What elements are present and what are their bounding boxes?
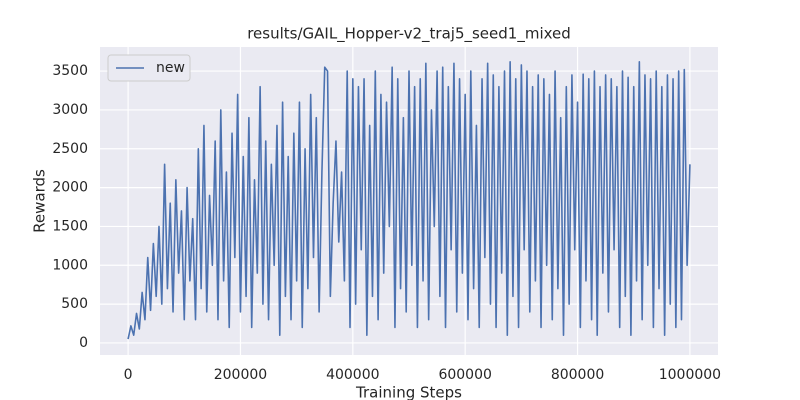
legend-box (107, 54, 191, 82)
y-tick-label: 2000 (52, 180, 88, 196)
y-tick-label: 1000 (52, 257, 88, 273)
x-tick-label: 800000 (551, 367, 604, 383)
x-tick-label: 400000 (326, 367, 379, 383)
x-tick-label: 1000000 (659, 367, 721, 383)
legend-label: new (156, 60, 185, 76)
y-tick-label: 0 (79, 335, 88, 351)
x-axis-label: Training Steps (355, 384, 462, 400)
y-tick-label: 1500 (52, 218, 88, 234)
y-tick-label: 500 (61, 296, 88, 312)
line (127, 60, 691, 340)
x-tick-label: 600000 (438, 367, 491, 383)
y-tick-label: 3000 (52, 102, 88, 118)
x-tick-label: 200000 (214, 367, 267, 383)
y-axis-label: Rewards (31, 169, 49, 233)
y-tick-label: 3500 (52, 63, 88, 79)
x-tick-label: 0 (124, 367, 133, 383)
y-tick-label: 2500 (52, 141, 88, 157)
chart-title: results/GAIL_Hopper-v2_traj5_seed1_mixed (247, 25, 571, 44)
